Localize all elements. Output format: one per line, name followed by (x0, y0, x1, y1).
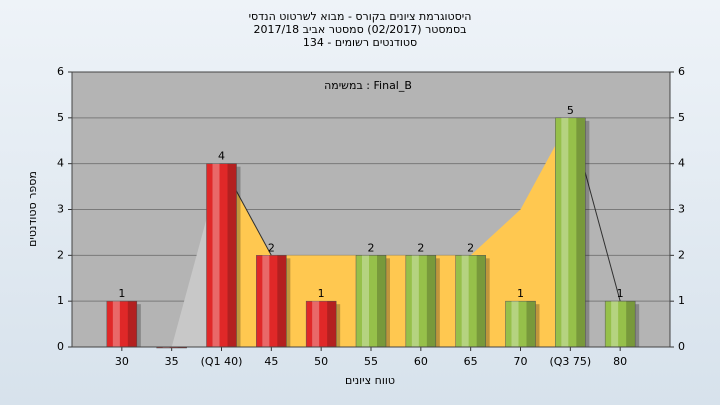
x-tick-label: 65 (464, 355, 478, 368)
data-label: 2 (268, 241, 275, 254)
x-tick-label: 80 (613, 355, 627, 368)
x-tick-label: 50 (314, 355, 328, 368)
y-tick-label: 4 (57, 157, 64, 170)
bar (505, 300, 536, 348)
bar-shade (277, 255, 287, 347)
bar-shade (626, 301, 636, 347)
bar-shine (362, 255, 369, 347)
data-label: 1 (617, 287, 624, 300)
y-tick-label: 4 (678, 157, 685, 170)
bar-shine (312, 301, 320, 347)
y-tick-label: 3 (57, 203, 64, 216)
bar-shine (212, 163, 220, 347)
bar (455, 255, 486, 348)
x-tick-label: 60 (414, 355, 428, 368)
bar-shine (461, 255, 469, 347)
bar (106, 300, 138, 348)
y-axis-label: מספר סטודנטים (26, 171, 39, 247)
bar-shine (511, 301, 519, 347)
bar-shade (576, 117, 586, 347)
y-tick-label: 2 (57, 248, 64, 261)
bar (405, 255, 437, 348)
data-label: 2 (368, 241, 375, 254)
bar-shine (262, 255, 270, 347)
y-tick-label: 1 (57, 294, 64, 307)
annotation: במשימה : Final_B (324, 79, 412, 92)
data-label: 1 (318, 287, 325, 300)
bar-shade (377, 255, 386, 347)
bar-shade (526, 301, 536, 347)
chart-title: היסטוגרמת ציונים בקורס - מבוא לשרטוט הנד… (249, 10, 472, 23)
bar-shade (327, 301, 337, 347)
x-tick-label: 70 (514, 355, 528, 368)
data-label: 2 (467, 241, 474, 254)
data-label: 4 (218, 150, 225, 163)
plot-border (71, 71, 671, 348)
x-tick-label: 35 (165, 355, 179, 368)
y-tick-label: 6 (57, 65, 64, 78)
y-tick-label: 5 (678, 111, 685, 124)
data-label: 1 (517, 287, 524, 300)
x-tick-label: (Q3 75) (549, 355, 591, 368)
x-tick-label: 55 (364, 355, 378, 368)
y-tick-label: 1 (678, 294, 685, 307)
data-label: 5 (567, 104, 574, 117)
chart-subtitle: בסמסטר (02/2017) סמסטר אביב 2017/18 (253, 23, 466, 36)
chart-subtitle: סטודנטים רשומים - 134 (303, 36, 417, 49)
bar-shade (127, 301, 137, 347)
y-tick-label: 0 (57, 340, 64, 353)
bar-shine (611, 301, 619, 347)
bar-shine (112, 301, 120, 347)
bar (604, 300, 636, 348)
x-tick-label: 30 (115, 355, 129, 368)
x-tick-label: (Q1 40) (201, 355, 243, 368)
bar (256, 255, 287, 348)
x-tick-label: 45 (264, 355, 278, 368)
y-tick-label: 3 (678, 203, 685, 216)
y-tick-label: 2 (678, 248, 685, 261)
bar-shine (561, 117, 569, 347)
y-tick-label: 0 (678, 340, 685, 353)
bar-shade (426, 255, 436, 347)
bar-shade (476, 255, 486, 347)
bar (555, 117, 586, 348)
bar (206, 163, 237, 348)
y-tick-label: 6 (678, 65, 685, 78)
y-tick-label: 5 (57, 111, 64, 124)
data-label: 2 (417, 241, 424, 254)
data-label: 1 (118, 287, 125, 300)
bar-shade (227, 163, 237, 347)
x-axis-label: טווח ציונים (345, 374, 395, 387)
bar-shine (411, 255, 419, 347)
bar (355, 255, 387, 348)
